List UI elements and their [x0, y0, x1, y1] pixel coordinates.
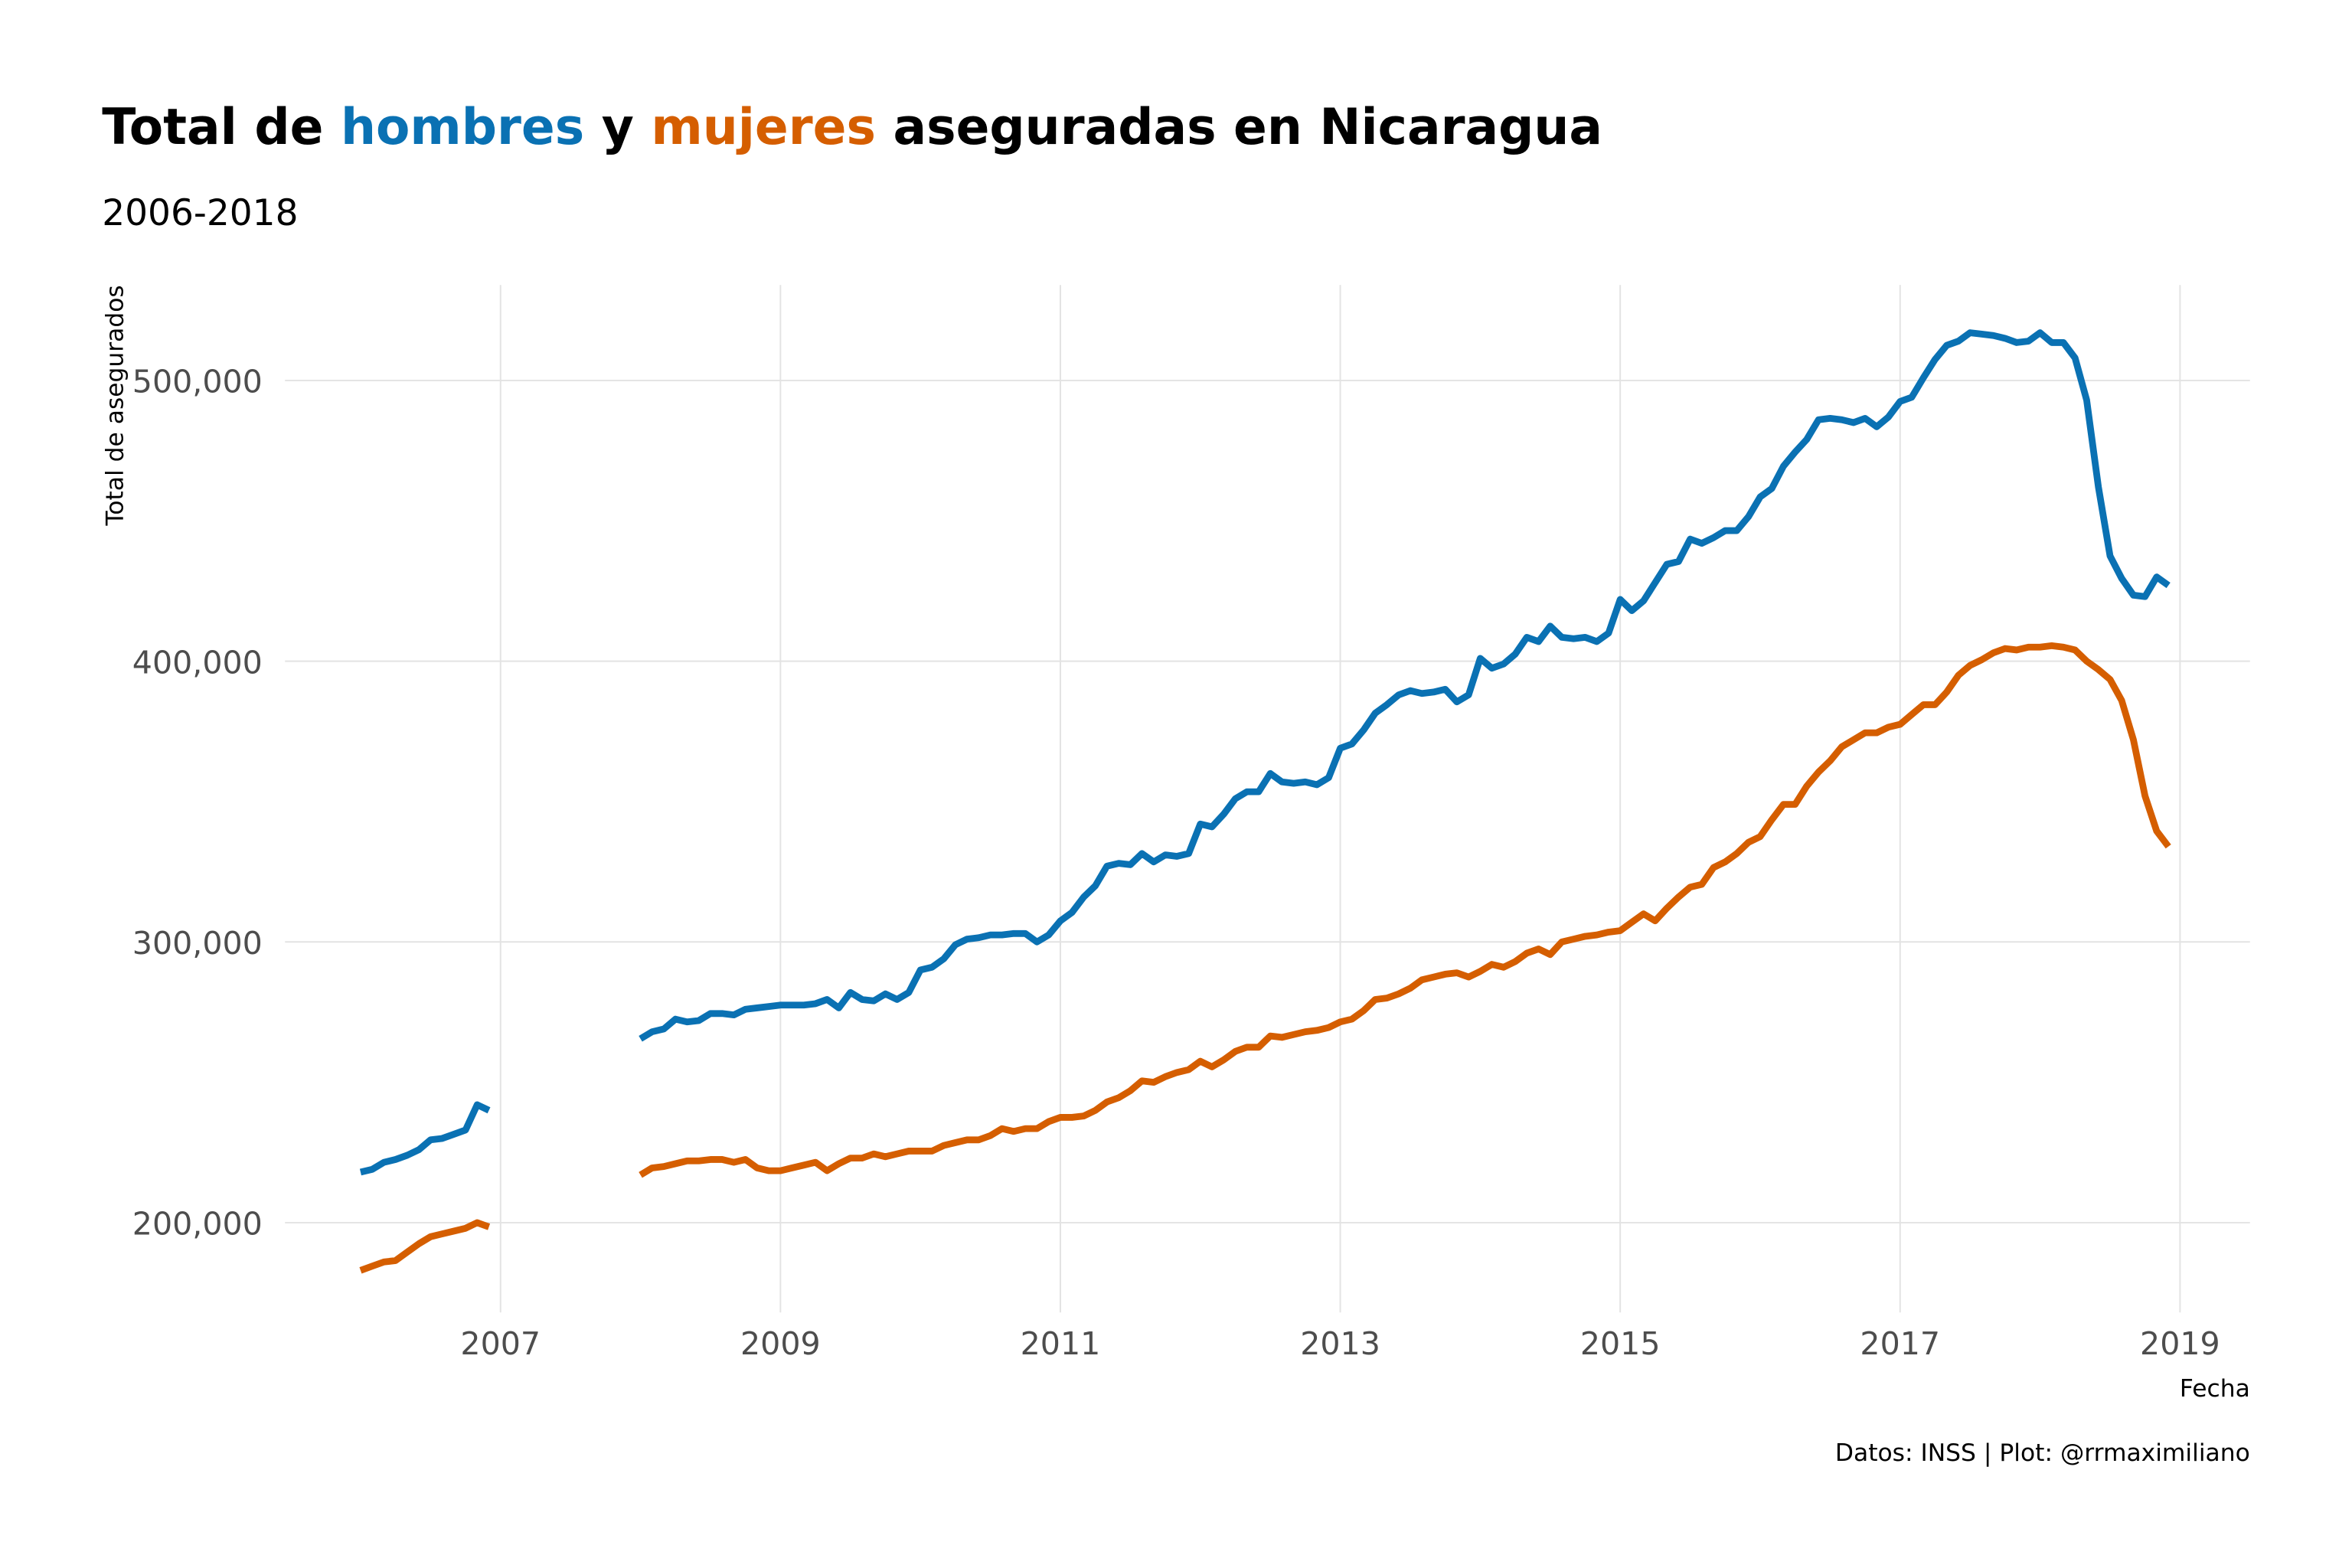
title-part: y [602, 99, 634, 156]
y-axis-title: Total de asegurados [102, 285, 129, 526]
x-tick-label: 2011 [1021, 1325, 1101, 1362]
y-tick-label: 400,000 [132, 644, 263, 681]
x-tick-label: 2013 [1300, 1325, 1380, 1362]
x-tick-label: 2009 [740, 1325, 821, 1362]
title-part: mujeres [651, 99, 876, 156]
chart-title: Total de hombres y mujeres aseguradas en… [102, 99, 1602, 156]
y-tick-label: 300,000 [132, 925, 263, 962]
title-part: Total de [102, 99, 323, 156]
series-line [359, 329, 2171, 1176]
series-line [359, 642, 2171, 1274]
y-tick-label: 500,000 [132, 364, 263, 400]
y-tick-label: 200,000 [132, 1206, 263, 1243]
title-part: aseguradas en Nicaragua [893, 99, 1602, 156]
x-tick-label: 2015 [1580, 1325, 1661, 1362]
x-axis-title: Fecha [2180, 1375, 2250, 1403]
chart-subtitle: 2006-2018 [102, 192, 298, 234]
x-tick-label: 2019 [2140, 1325, 2220, 1362]
x-tick-label: 2007 [460, 1325, 541, 1362]
title-part: hombres [341, 99, 584, 156]
x-tick-label: 2017 [1860, 1325, 1940, 1362]
caption: Datos: INSS | Plot: @rrmaximiliano [1835, 1439, 2250, 1467]
